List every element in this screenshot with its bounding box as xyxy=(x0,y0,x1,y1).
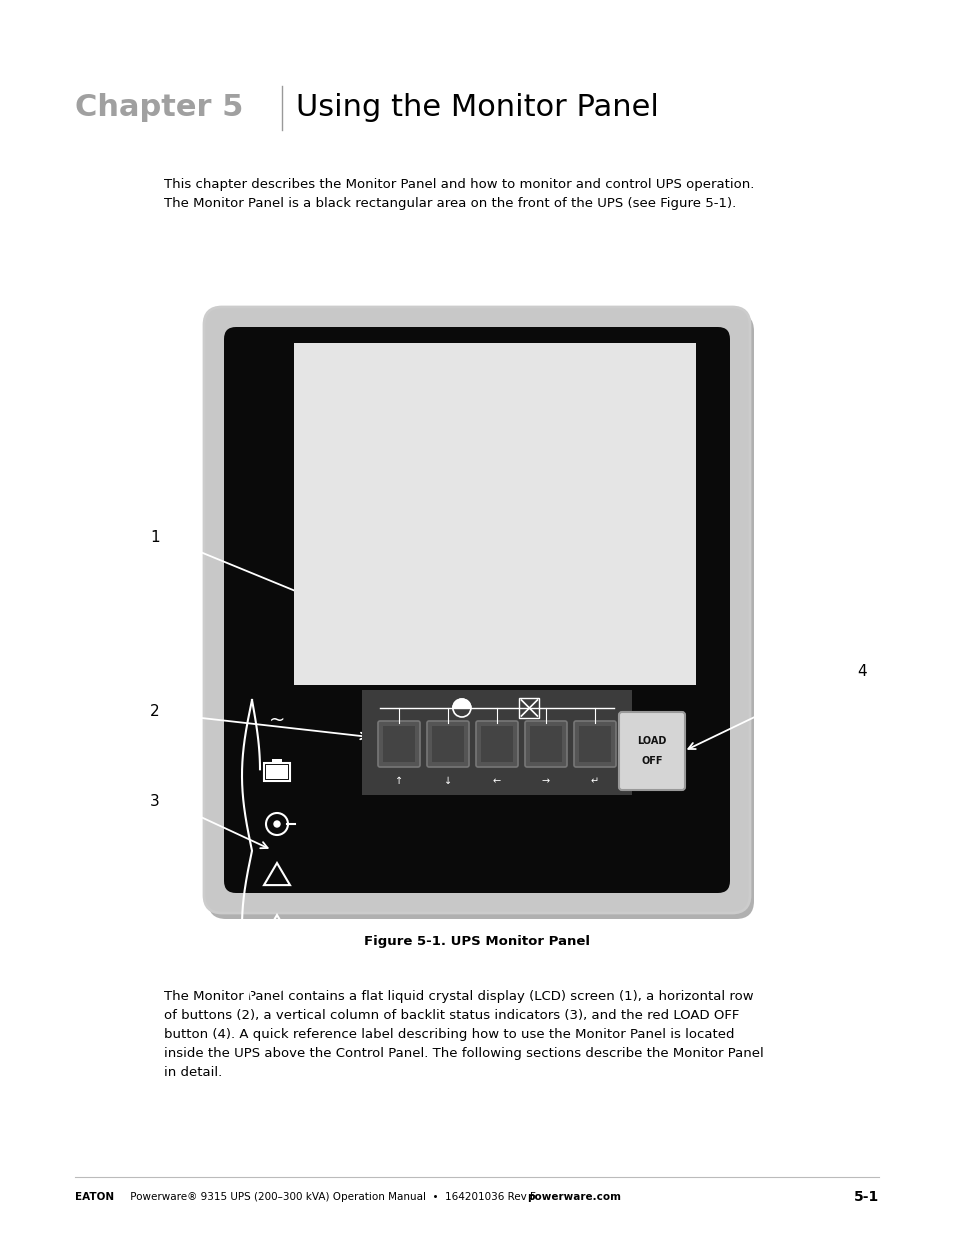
Text: 3: 3 xyxy=(150,794,160,809)
Bar xyxy=(294,343,696,685)
FancyBboxPatch shape xyxy=(204,308,749,913)
Text: Chapter 5: Chapter 5 xyxy=(75,94,243,122)
Text: 5-1: 5-1 xyxy=(853,1191,878,1204)
Text: →: → xyxy=(541,776,550,785)
FancyBboxPatch shape xyxy=(427,721,469,767)
FancyBboxPatch shape xyxy=(476,721,517,767)
Text: 4: 4 xyxy=(856,663,865,678)
Text: This chapter describes the Monitor Panel and how to monitor and control UPS oper: This chapter describes the Monitor Panel… xyxy=(164,178,754,210)
Bar xyxy=(266,764,288,779)
FancyBboxPatch shape xyxy=(377,721,419,767)
Bar xyxy=(361,690,631,795)
Bar xyxy=(578,726,610,762)
Bar xyxy=(264,763,290,781)
Bar xyxy=(530,726,561,762)
Bar xyxy=(432,726,463,762)
Text: ↑: ↑ xyxy=(395,776,402,785)
Text: Powerware® 9315 UPS (200–300 kVA) Operation Manual  •  164201036 Rev F: Powerware® 9315 UPS (200–300 kVA) Operat… xyxy=(127,1192,542,1202)
Text: 1: 1 xyxy=(151,530,160,545)
Text: ~: ~ xyxy=(269,710,285,730)
Text: ↓: ↓ xyxy=(443,776,452,785)
Circle shape xyxy=(274,821,280,827)
Text: powerware.com: powerware.com xyxy=(526,1192,620,1202)
Text: OFF: OFF xyxy=(640,756,662,766)
Bar xyxy=(480,726,513,762)
Text: Figure 5-1. UPS Monitor Panel: Figure 5-1. UPS Monitor Panel xyxy=(364,935,589,948)
Wedge shape xyxy=(453,699,471,708)
Text: ↵: ↵ xyxy=(590,776,598,785)
Text: Using the Monitor Panel: Using the Monitor Panel xyxy=(295,94,659,122)
FancyBboxPatch shape xyxy=(524,721,566,767)
Bar xyxy=(272,760,282,763)
Text: ←: ← xyxy=(493,776,500,785)
Text: 2: 2 xyxy=(151,704,160,719)
FancyBboxPatch shape xyxy=(618,713,684,790)
FancyBboxPatch shape xyxy=(574,721,616,767)
Text: LOAD: LOAD xyxy=(637,736,666,746)
Text: EATON: EATON xyxy=(75,1192,114,1202)
Bar xyxy=(382,726,415,762)
Text: The Monitor Panel contains a flat liquid crystal display (LCD) screen (1), a hor: The Monitor Panel contains a flat liquid… xyxy=(164,990,763,1079)
FancyBboxPatch shape xyxy=(208,312,753,919)
Bar xyxy=(518,698,538,718)
FancyBboxPatch shape xyxy=(224,327,729,893)
